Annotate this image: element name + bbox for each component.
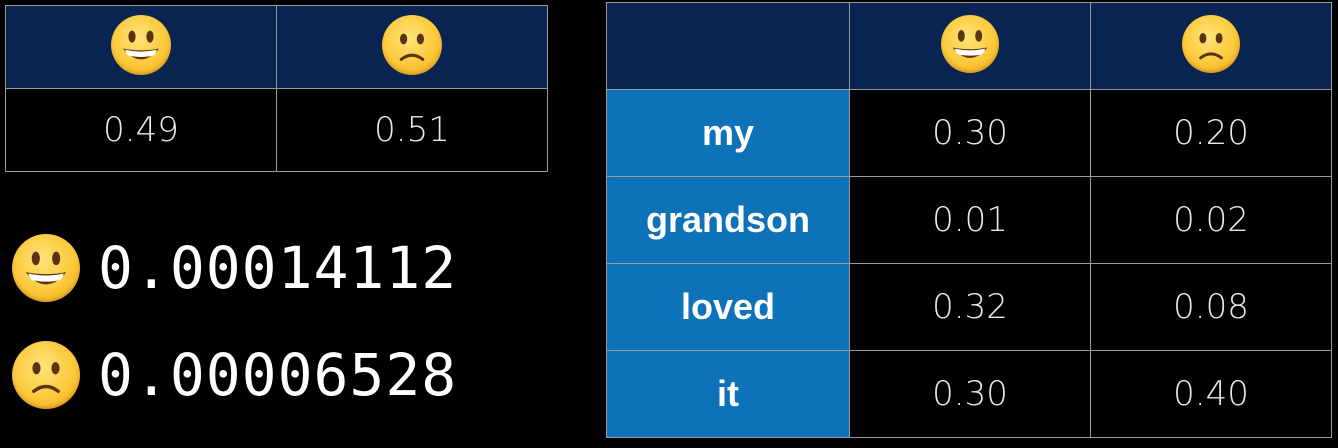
- grinning-face-icon: [12, 234, 80, 302]
- row-sad-value: 0.02: [1090, 176, 1332, 264]
- row-happy-value: 0.01: [849, 176, 1091, 264]
- row-sad-value: 0.40: [1090, 350, 1332, 438]
- row-word: loved: [606, 263, 850, 351]
- grinning-face-icon: [941, 15, 999, 73]
- prior-header-row: [5, 5, 548, 89]
- prior-table: 0.49 0.51: [5, 5, 548, 172]
- table-row: grandson 0.01 0.02: [606, 176, 1332, 264]
- grinning-face-icon: [111, 15, 171, 75]
- row-happy-value: 0.32: [849, 263, 1091, 351]
- likelihood-table: my 0.30 0.20 grandson 0.01 0.02 loved 0.…: [606, 2, 1332, 438]
- slightly-frowning-face-icon: [382, 15, 442, 75]
- result-sad: 0.00006528: [12, 341, 457, 409]
- table-row: my 0.30 0.20: [606, 89, 1332, 177]
- likelihood-header-sad: [1090, 2, 1332, 90]
- row-word: grandson: [606, 176, 850, 264]
- result-sad-value: 0.00006528: [98, 341, 458, 409]
- prior-header-happy: [5, 5, 277, 89]
- likelihood-header-row: [606, 2, 1332, 90]
- likelihood-header-happy: [849, 2, 1091, 90]
- table-row: loved 0.32 0.08: [606, 263, 1332, 351]
- row-happy-value: 0.30: [849, 89, 1091, 177]
- row-happy-value: 0.30: [849, 350, 1091, 438]
- row-sad-value: 0.20: [1090, 89, 1332, 177]
- table-row: it 0.30 0.40: [606, 350, 1332, 438]
- likelihood-corner-cell: [606, 2, 850, 90]
- row-word: my: [606, 89, 850, 177]
- prior-values-row: 0.49 0.51: [5, 88, 548, 172]
- prior-value-happy: 0.49: [5, 88, 277, 172]
- result-happy: 0.00014112: [12, 234, 457, 302]
- slightly-frowning-face-icon: [12, 341, 80, 409]
- prior-header-sad: [276, 5, 548, 89]
- prior-value-sad: 0.51: [276, 88, 548, 172]
- row-word: it: [606, 350, 850, 438]
- slightly-frowning-face-icon: [1182, 15, 1240, 73]
- result-happy-value: 0.00014112: [98, 234, 458, 302]
- row-sad-value: 0.08: [1090, 263, 1332, 351]
